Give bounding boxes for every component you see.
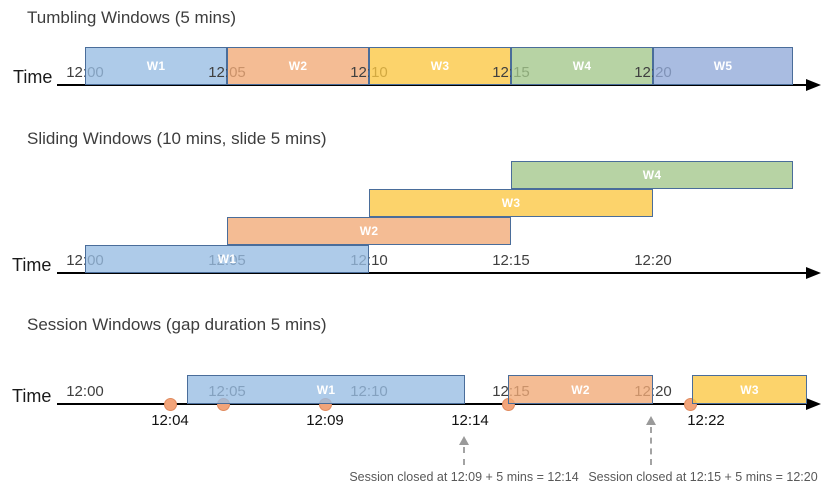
axis-line	[57, 272, 807, 274]
window-label: W1	[217, 252, 237, 266]
section-title-session: Session Windows (gap duration 5 mins)	[27, 315, 327, 334]
dashed-arrow-head-icon	[459, 436, 469, 445]
time-axis-label: Time	[12, 255, 52, 275]
axis-line	[57, 84, 807, 86]
dashed-arrow-head-icon	[646, 416, 656, 425]
axis-arrowhead-icon	[806, 398, 821, 410]
window-box-w1: W1	[187, 375, 465, 404]
window-box-w1: W1	[85, 47, 227, 85]
window-label: W4	[642, 168, 662, 182]
window-box-w3: W3	[692, 375, 807, 404]
window-box-w3: W3	[369, 189, 653, 217]
section-title-sliding: Sliding Windows (10 mins, slide 5 mins)	[27, 129, 327, 148]
window-box-w1: W1	[85, 245, 369, 273]
window-box-w2: W2	[508, 375, 653, 404]
window-label: W1	[146, 59, 166, 73]
tick-label: 12:20	[634, 252, 672, 269]
axis-arrowhead-icon	[806, 267, 821, 279]
event-time-label: 12:14	[451, 412, 489, 429]
dashed-arrow	[463, 447, 465, 465]
event-time-label: 12:04	[151, 412, 189, 429]
window-label: W2	[288, 59, 308, 73]
window-label: W2	[359, 224, 379, 238]
event-dot	[164, 398, 177, 411]
time-axis-label: Time	[12, 386, 52, 406]
window-box-w2: W2	[227, 47, 369, 85]
window-label: W4	[572, 59, 592, 73]
tick-label: 12:15	[492, 252, 530, 269]
event-time-label: 12:09	[306, 412, 344, 429]
window-label: W2	[571, 382, 590, 397]
window-box-w4: W4	[511, 47, 653, 85]
window-box-w4: W4	[511, 161, 793, 189]
axis-line	[57, 403, 807, 405]
dashed-arrow	[650, 427, 652, 465]
window-label: W5	[713, 59, 733, 73]
tick-label: 12:00	[66, 383, 104, 400]
session-annotation: Session closed at 12:09 + 5 mins = 12:14	[349, 470, 579, 484]
window-box-w3: W3	[369, 47, 511, 85]
axis-arrowhead-icon	[806, 79, 821, 91]
window-label: W1	[316, 382, 336, 397]
window-label: W3	[740, 382, 759, 397]
section-title-tumbling: Tumbling Windows (5 mins)	[27, 8, 237, 27]
session-annotation: Session closed at 12:15 + 5 mins = 12:20	[588, 470, 818, 484]
window-box-w5: W5	[653, 47, 793, 85]
event-time-label: 12:22	[687, 412, 725, 429]
window-box-w2: W2	[227, 217, 511, 245]
time-axis-label: Time	[13, 67, 53, 87]
window-label: W3	[430, 59, 450, 73]
window-label: W3	[501, 196, 521, 210]
